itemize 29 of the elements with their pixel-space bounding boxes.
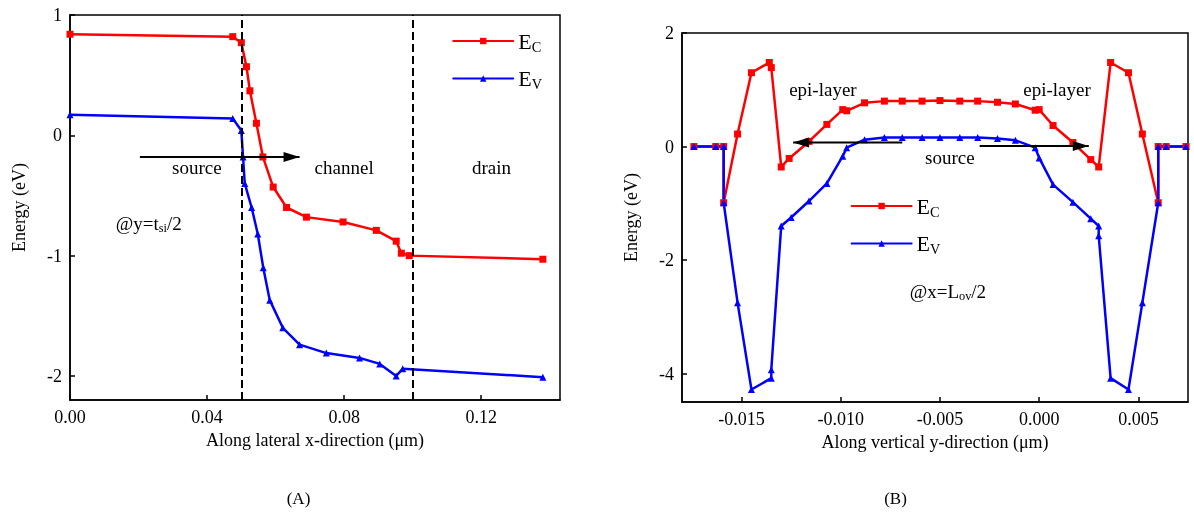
text: (A) xyxy=(286,489,311,508)
y-tick-label: 2 xyxy=(665,23,674,43)
y-tick-label: -2 xyxy=(47,365,62,386)
annotation: epi-layer xyxy=(1023,79,1092,101)
y-axis-title: Energy (eV) xyxy=(621,172,642,263)
annotation: source xyxy=(171,157,222,179)
y-tick-label: -4 xyxy=(659,363,674,384)
x-tick-label: 0.005 xyxy=(1118,409,1159,429)
y-tick-label: -2 xyxy=(659,250,674,271)
annotation: channel xyxy=(314,157,374,179)
y-tick-label: 0 xyxy=(53,125,62,146)
y-tick-label: 0 xyxy=(665,136,674,157)
x-tick-label: -0.015 xyxy=(718,409,765,429)
x-tick-label: 0.00 xyxy=(54,407,86,427)
y-tick-label: 1 xyxy=(53,5,62,25)
x-tick-label: -0.010 xyxy=(817,409,864,429)
x-axis-title: Along vertical y-direction (μm) xyxy=(821,431,1049,453)
x-tick-label: 0.12 xyxy=(465,407,497,427)
y-tick-label: -1 xyxy=(47,245,62,266)
text: (B) xyxy=(884,489,907,508)
x-tick-label: 0.000 xyxy=(1018,409,1060,429)
x-tick-label: -0.005 xyxy=(916,409,964,429)
annotation: drain xyxy=(471,157,512,179)
annotation: epi-layer xyxy=(789,79,858,101)
x-tick-label: 0.04 xyxy=(191,407,223,427)
x-axis-title: Along lateral x-direction (μm) xyxy=(205,429,425,451)
annotation: source xyxy=(925,147,975,169)
x-tick-label: 0.08 xyxy=(328,407,360,427)
y-axis-title: Energy (eV) xyxy=(9,162,30,253)
